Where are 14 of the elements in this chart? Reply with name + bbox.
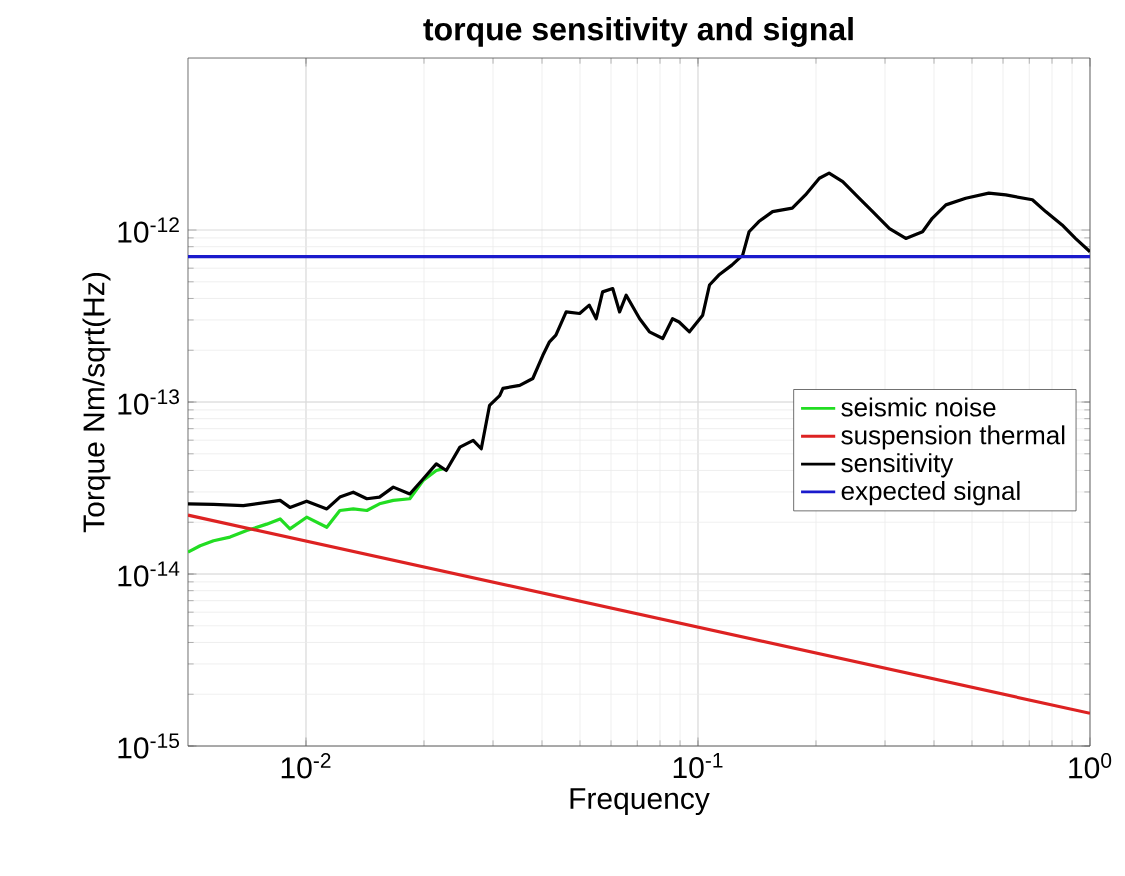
legend-label: suspension thermal	[841, 425, 1065, 450]
x-tick-label: 10$^{0}$	[1069, 753, 1112, 779]
x-tick-label: 10$^{-1}$	[673, 753, 723, 779]
y-axis-title: Torque Nm/sqrt(Hz)	[82, 273, 111, 533]
y-tick-label: 10$^{-12}$	[118, 217, 179, 243]
legend-label: expected signal	[841, 481, 1020, 506]
legend-label: seismic noise	[841, 397, 996, 417]
chart-title: torque sensitivity and signal	[423, 17, 853, 47]
x-tick-label: 10$^{-2}$	[281, 753, 331, 779]
y-tick-label: 10$^{-13}$	[118, 389, 179, 415]
y-tick-label: 10$^{-15}$	[118, 733, 180, 759]
x-axis-title: Frequency	[570, 788, 710, 816]
y-tick-label: 10$^{-14}$	[118, 561, 180, 587]
legend-label: sensitivity	[841, 453, 954, 478]
